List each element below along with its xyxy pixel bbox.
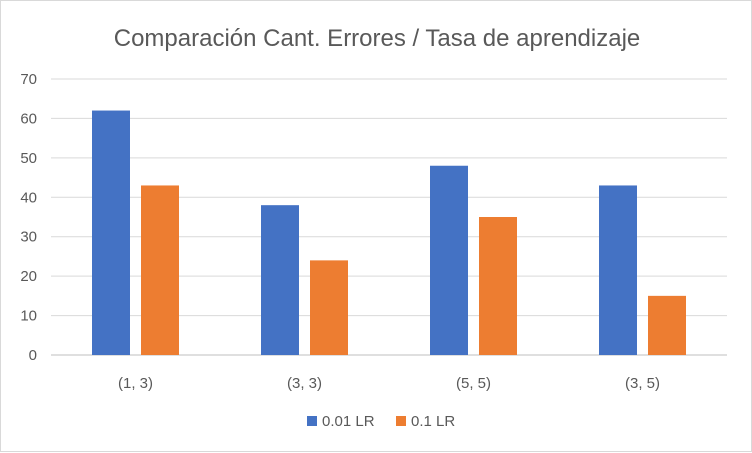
- y-tick-label: 40: [20, 189, 37, 206]
- x-axis-ticks: (1, 3) (3, 3) (5, 5) (3, 5): [118, 375, 660, 392]
- y-tick-label: 60: [20, 110, 37, 127]
- legend: 0.01 LR 0.1 LR: [307, 413, 455, 430]
- bar: [648, 295, 686, 355]
- y-tick-label: 0: [29, 347, 37, 364]
- legend-label: 0.01 LR: [322, 413, 375, 430]
- bar: [310, 260, 348, 355]
- legend-swatch: [307, 416, 317, 426]
- y-tick-label: 30: [20, 229, 37, 246]
- y-tick-label: 50: [20, 150, 37, 167]
- bars: [92, 110, 686, 356]
- y-axis-ticks: 0 10 20 30 40 50 60 70: [20, 71, 37, 364]
- legend-swatch: [396, 416, 406, 426]
- y-tick-label: 20: [20, 268, 37, 285]
- bar: [141, 185, 179, 355]
- bar: [599, 185, 637, 355]
- y-tick-label: 70: [20, 71, 37, 88]
- x-tick-label: (3, 5): [625, 375, 660, 392]
- x-tick-label: (1, 3): [118, 375, 153, 392]
- legend-label: 0.1 LR: [411, 413, 455, 430]
- bar: [430, 165, 468, 355]
- x-tick-label: (5, 5): [456, 375, 491, 392]
- bar: [92, 110, 130, 356]
- y-tick-label: 10: [20, 308, 37, 325]
- chart-title: Comparación Cant. Errores / Tasa de apre…: [114, 25, 641, 52]
- bar: [261, 205, 299, 355]
- x-tick-label: (3, 3): [287, 375, 322, 392]
- bar: [479, 217, 517, 355]
